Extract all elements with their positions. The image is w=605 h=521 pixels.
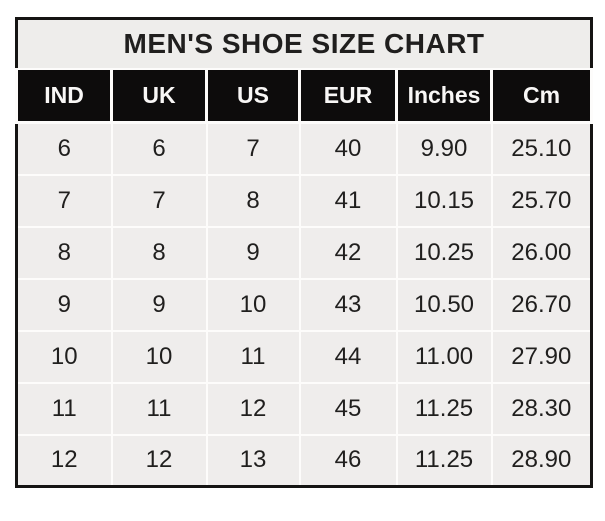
- table-cell: 11: [110, 381, 208, 436]
- table-cell: 9.90: [395, 121, 493, 176]
- table-cell: 42: [298, 225, 398, 280]
- table-cell: 44: [298, 329, 398, 384]
- table-cell: 10: [205, 277, 301, 332]
- table-cell: 25.70: [490, 173, 593, 228]
- table-cell: 8: [205, 173, 301, 228]
- column-header-inches: Inches: [395, 68, 493, 124]
- column-header-ind: IND: [15, 68, 113, 124]
- table-cell: 9: [205, 225, 301, 280]
- table-cell: 9: [15, 277, 113, 332]
- table-cell: 8: [110, 225, 208, 280]
- table-row: 9 9 10 43 10.50 26.70: [15, 277, 593, 332]
- table-cell: 10: [110, 329, 208, 384]
- table-cell: 7: [110, 173, 208, 228]
- table-cell: 10.15: [395, 173, 493, 228]
- table-cell: 10.50: [395, 277, 493, 332]
- table-cell: 11.25: [395, 433, 493, 488]
- table-row: 11 11 12 45 11.25 28.30: [15, 381, 593, 436]
- table-cell: 11: [205, 329, 301, 384]
- table-cell: 26.70: [490, 277, 593, 332]
- table-cell: 28.30: [490, 381, 593, 436]
- table-row: 10 10 11 44 11.00 27.90: [15, 329, 593, 384]
- table-cell: 11.00: [395, 329, 493, 384]
- table-cell: 12: [110, 433, 208, 488]
- table-row: 8 8 9 42 10.25 26.00: [15, 225, 593, 280]
- table-cell: 26.00: [490, 225, 593, 280]
- chart-title: MEN'S SHOE SIZE CHART: [16, 18, 592, 70]
- table-cell: 10: [15, 329, 113, 384]
- shoe-size-chart-table: MEN'S SHOE SIZE CHART IND UK US EUR Inch…: [15, 17, 594, 488]
- shoe-size-chart: MEN'S SHOE SIZE CHART IND UK US EUR Inch…: [15, 17, 594, 488]
- title-row: MEN'S SHOE SIZE CHART: [16, 18, 592, 70]
- table-cell: 12: [205, 381, 301, 436]
- table-cell: 25.10: [490, 121, 593, 176]
- table-cell: 10.25: [395, 225, 493, 280]
- table-cell: 6: [15, 121, 113, 176]
- table-cell: 46: [298, 433, 398, 488]
- table-row: 7 7 8 41 10.15 25.70: [15, 173, 593, 228]
- table-cell: 12: [15, 433, 113, 488]
- table-cell: 9: [110, 277, 208, 332]
- column-header-eur: EUR: [298, 68, 398, 124]
- column-header-cm: Cm: [489, 68, 594, 124]
- table-cell: 43: [298, 277, 398, 332]
- table-cell: 11.25: [395, 381, 493, 436]
- table-cell: 45: [298, 381, 398, 436]
- table-cell: 11: [15, 381, 113, 436]
- column-header-uk: UK: [110, 68, 208, 124]
- table-cell: 28.90: [490, 433, 593, 488]
- table-cell: 7: [15, 173, 113, 228]
- table-row: 12 12 13 46 11.25 28.90: [15, 433, 593, 488]
- table-cell: 40: [298, 121, 398, 176]
- column-header-us: US: [205, 68, 301, 124]
- table-row: 6 6 7 40 9.90 25.10: [15, 121, 593, 176]
- header-row: IND UK US EUR Inches Cm: [15, 68, 594, 124]
- table-cell: 6: [110, 121, 208, 176]
- table-cell: 27.90: [490, 329, 593, 384]
- table-cell: 7: [205, 121, 301, 176]
- table-cell: 41: [298, 173, 398, 228]
- table-cell: 8: [15, 225, 113, 280]
- table-cell: 13: [205, 433, 301, 488]
